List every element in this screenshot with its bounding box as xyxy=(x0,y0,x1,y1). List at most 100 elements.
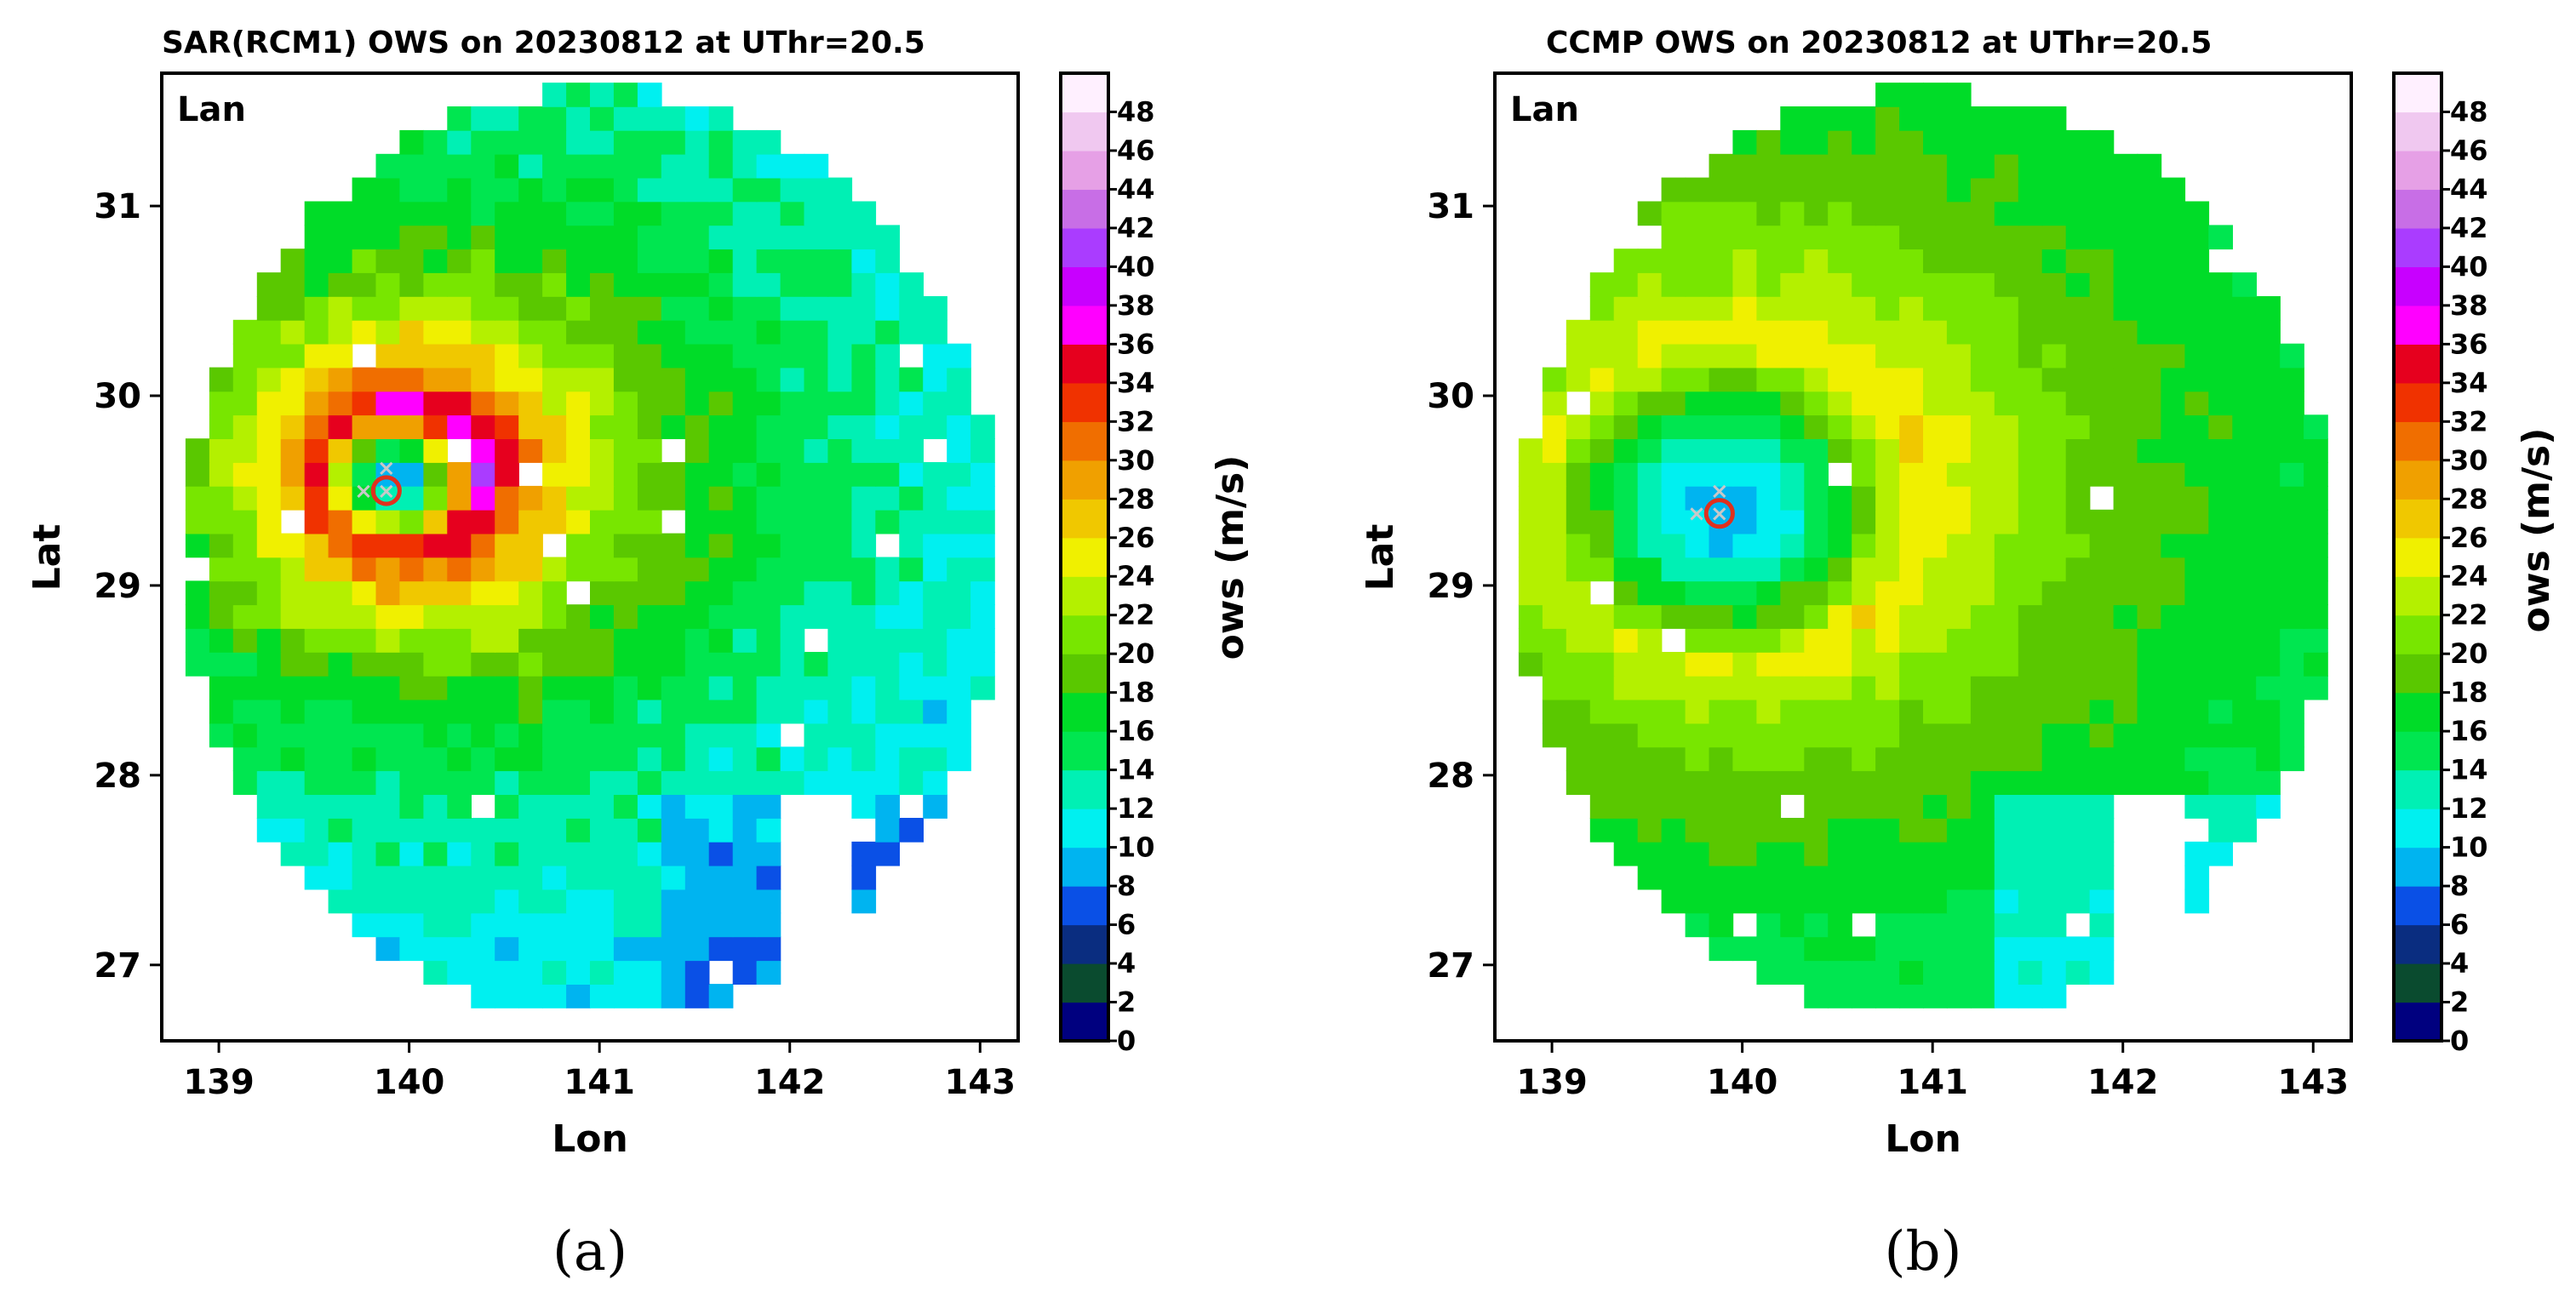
wind-cell xyxy=(661,604,686,629)
wind-cell xyxy=(590,272,615,297)
wind-cell xyxy=(352,746,377,772)
wind-cell xyxy=(447,770,472,795)
wind-cell xyxy=(1828,723,1852,748)
wind-cell xyxy=(2041,794,2067,819)
wind-cell xyxy=(1518,533,1543,558)
wind-cell xyxy=(566,652,591,677)
wind-cell xyxy=(399,414,425,439)
wind-cell xyxy=(923,557,947,582)
wind-cell xyxy=(875,723,900,748)
colorbar-segment xyxy=(1061,150,1108,191)
wind-cell xyxy=(947,462,971,487)
wind-cell xyxy=(399,509,425,534)
wind-cell xyxy=(1852,201,1876,226)
wind-cell xyxy=(2041,652,2067,677)
wind-cell xyxy=(518,391,543,416)
wind-cell xyxy=(590,770,615,795)
wind-cell xyxy=(732,462,758,487)
wind-cell xyxy=(851,438,877,463)
wind-cell xyxy=(2065,818,2091,843)
wind-cell xyxy=(684,462,710,487)
wind-cell xyxy=(2208,319,2233,345)
wind-cell xyxy=(1613,818,1639,843)
wind-cell xyxy=(684,652,710,677)
wind-cell xyxy=(1756,391,1782,416)
wind-cell xyxy=(2018,912,2043,938)
panel-a-x-ticks: 139 140 141 142 143 xyxy=(183,1041,1016,1102)
wind-cell xyxy=(1732,153,1758,179)
wind-cell xyxy=(471,675,495,700)
wind-cell xyxy=(1732,628,1758,653)
wind-cell xyxy=(1709,675,1734,700)
wind-cell xyxy=(780,746,805,772)
wind-cell xyxy=(637,83,662,107)
wind-cell xyxy=(542,391,567,416)
wind-cell xyxy=(2161,699,2186,724)
wind-cell xyxy=(1899,770,1924,795)
wind-cell xyxy=(2256,391,2281,416)
wind-cell xyxy=(471,841,495,866)
wind-cell xyxy=(518,841,543,866)
colorbar-segment xyxy=(2394,227,2441,267)
y-tick-label: 28 xyxy=(1427,757,1474,796)
wind-cell xyxy=(423,580,449,606)
wind-cell xyxy=(542,249,567,273)
wind-cell xyxy=(923,319,947,345)
wind-cell xyxy=(209,367,234,392)
wind-cell xyxy=(1994,723,2019,748)
wind-cell xyxy=(851,249,877,273)
wind-cell xyxy=(471,391,495,416)
wind-cell xyxy=(923,628,947,653)
wind-cell xyxy=(756,343,781,369)
wind-cell xyxy=(495,367,519,392)
wind-cell xyxy=(732,391,758,416)
wind-cell xyxy=(304,343,329,369)
wind-cell xyxy=(518,723,543,748)
wind-cell xyxy=(756,438,781,463)
wind-cell xyxy=(1994,960,2019,985)
wind-cell xyxy=(2184,652,2210,677)
wind-cell xyxy=(2208,628,2233,653)
wind-cell xyxy=(542,699,567,724)
wind-cell xyxy=(328,367,353,392)
wind-cell xyxy=(2113,723,2138,748)
wind-cell xyxy=(1946,984,1972,1008)
wind-cell xyxy=(1661,580,1686,606)
wind-cell xyxy=(1899,83,1924,107)
wind-cell xyxy=(2304,652,2328,677)
wind-cell xyxy=(1970,628,1995,653)
wind-cell xyxy=(732,225,758,250)
wind-cell xyxy=(1685,604,1710,629)
wind-cell xyxy=(423,557,449,582)
wind-cell xyxy=(2065,272,2091,297)
wind-cell xyxy=(447,746,472,772)
wind-cell xyxy=(518,604,543,629)
wind-cell xyxy=(947,343,971,369)
wind-cell xyxy=(2018,249,2043,273)
wind-cell xyxy=(2232,604,2257,629)
wind-cell xyxy=(970,604,995,629)
wind-cell xyxy=(684,580,710,606)
wind-cell xyxy=(1685,177,1710,203)
wind-cell xyxy=(637,912,662,938)
wind-cell xyxy=(566,201,591,226)
wind-cell xyxy=(328,343,353,369)
wind-cell xyxy=(1709,343,1734,369)
wind-cell xyxy=(1661,485,1686,511)
wind-cell xyxy=(1566,699,1591,724)
wind-cell xyxy=(2065,533,2091,558)
wind-cell xyxy=(1661,319,1686,345)
wind-cell xyxy=(209,509,234,534)
wind-cell xyxy=(495,533,519,558)
wind-cell xyxy=(447,106,472,131)
wind-cell xyxy=(708,984,734,1008)
wind-cell xyxy=(1804,746,1829,772)
wind-cell xyxy=(352,865,377,890)
wind-cell xyxy=(613,794,638,819)
wind-cell xyxy=(2041,272,2067,297)
wind-cell xyxy=(256,652,282,677)
wind-cell xyxy=(1756,153,1782,179)
wind-cell xyxy=(1685,391,1710,416)
wind-cell xyxy=(280,272,306,297)
wind-cell xyxy=(1828,129,1852,155)
